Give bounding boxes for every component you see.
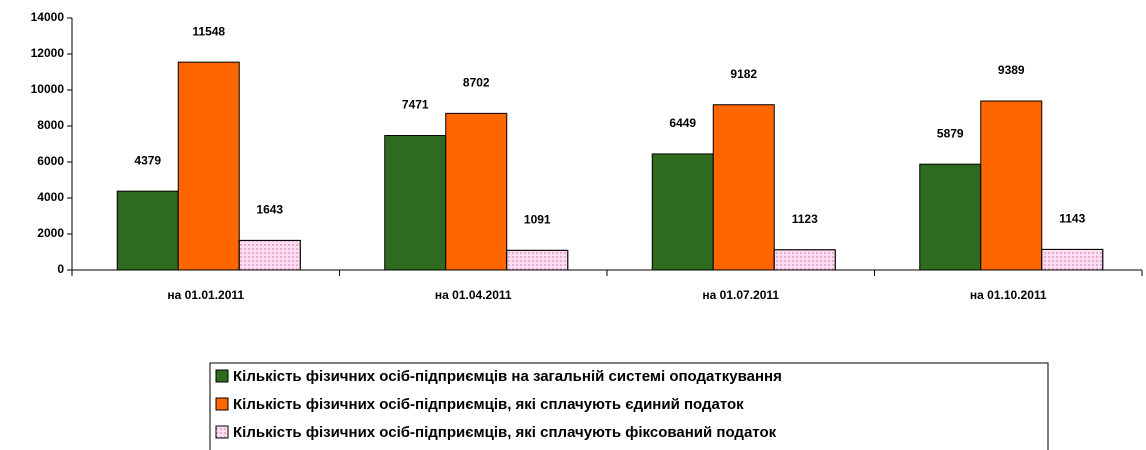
- y-tick-label: 2000: [37, 226, 64, 240]
- data-label: 1123: [792, 212, 818, 226]
- legend-label: Кількість фізичних осіб-підприємців на з…: [233, 368, 782, 385]
- legend-box: [209, 362, 1049, 450]
- y-tick-label: 10000: [31, 82, 65, 96]
- bar-pattern: [506, 249, 569, 271]
- legend-swatch: [215, 397, 229, 411]
- bar: [919, 163, 982, 271]
- data-label: 5879: [937, 126, 964, 140]
- bar: [712, 104, 775, 271]
- y-tick-label: 4000: [37, 190, 64, 204]
- bar: [384, 135, 447, 271]
- y-tick-label: 12000: [31, 46, 65, 60]
- legend-swatch: [215, 369, 229, 383]
- legend-label: Кількість фізичних осіб-підприємців, які…: [233, 396, 744, 413]
- bar: [651, 153, 714, 271]
- y-tick-label: 0: [57, 262, 64, 276]
- data-label: 8702: [463, 76, 490, 90]
- x-tick-label: на 01.04.2011: [435, 288, 512, 302]
- legend-swatch-pattern: [215, 425, 229, 439]
- data-label: 11548: [192, 24, 225, 38]
- x-tick-label: на 01.01.2011: [167, 288, 244, 302]
- data-label: 1091: [524, 213, 551, 227]
- data-label: 1143: [1059, 212, 1085, 226]
- bar: [116, 190, 179, 271]
- bar: [980, 100, 1043, 271]
- x-tick-label: на 01.07.2011: [702, 288, 779, 302]
- data-label: 6449: [669, 116, 696, 130]
- y-tick-label: 6000: [37, 154, 64, 168]
- data-label: 9389: [998, 63, 1025, 77]
- y-tick-label: 14000: [31, 10, 65, 24]
- y-tick-label: 8000: [37, 118, 64, 132]
- legend-label: Кількість фізичних осіб-підприємців, які…: [233, 424, 777, 441]
- data-label: 7471: [402, 98, 429, 112]
- data-label: 9182: [730, 67, 757, 81]
- bar: [445, 112, 508, 271]
- bar: [177, 61, 240, 271]
- x-tick-label: на 01.10.2011: [970, 288, 1047, 302]
- bar-pattern: [773, 249, 836, 271]
- bar-pattern: [1041, 248, 1104, 271]
- data-label: 1643: [256, 203, 283, 217]
- data-label: 4379: [134, 153, 161, 167]
- bar-pattern: [238, 239, 301, 271]
